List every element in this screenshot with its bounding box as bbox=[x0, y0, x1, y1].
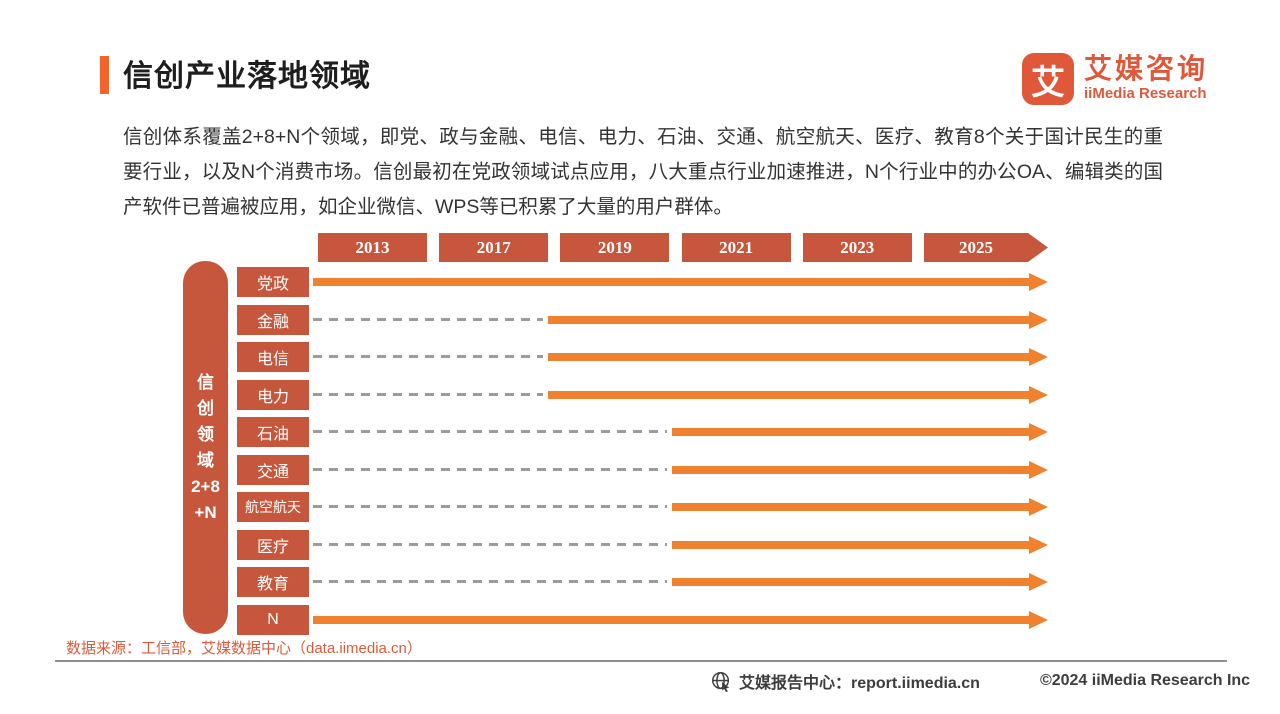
launch-arrow bbox=[672, 540, 1029, 549]
row-label: 医疗 bbox=[237, 529, 309, 560]
year-box-2021: 2021 bbox=[681, 233, 791, 262]
timeline-row-电信: 电信 bbox=[0, 342, 1280, 372]
row-label: 电信 bbox=[237, 342, 309, 372]
logo-name-en: iiMedia Research bbox=[1084, 85, 1207, 102]
pre-launch-dashed-line bbox=[313, 580, 667, 583]
row-label: 金融 bbox=[237, 304, 309, 335]
row-label: N bbox=[237, 604, 309, 635]
timeline-row-电力: 电力 bbox=[0, 379, 1280, 410]
year-box-2025: 2025 bbox=[924, 233, 1048, 262]
launch-arrow bbox=[672, 465, 1029, 474]
footer-bar: 艾媒报告中心：report.iimedia.cn ©2024 iiMedia R… bbox=[710, 668, 1250, 694]
launch-arrow bbox=[548, 390, 1029, 399]
y-axis-label-line: +N bbox=[194, 502, 217, 522]
page-title: 信创产业落地领域 bbox=[123, 60, 371, 93]
report-center-text: 艾媒报告中心：report.iimedia.cn bbox=[739, 675, 980, 692]
data-source-note: 数据来源：工信部，艾媒数据中心（data.iimedia.cn） bbox=[66, 640, 422, 657]
y-axis-label-line: 信 bbox=[197, 372, 214, 392]
row-label: 石油 bbox=[237, 417, 309, 447]
copyright-text: ©2024 iiMedia Research Inc bbox=[1039, 672, 1251, 689]
pre-launch-dashed-line bbox=[313, 317, 543, 321]
timeline-row-航空航天: 航空航天 bbox=[0, 492, 1280, 522]
launch-arrow bbox=[313, 615, 1029, 624]
y-axis-label-line: 创 bbox=[197, 398, 214, 418]
launch-arrow bbox=[672, 428, 1029, 436]
pre-launch-dashed-line bbox=[313, 542, 667, 546]
year-box-2023: 2023 bbox=[802, 233, 912, 262]
pre-launch-dashed-line bbox=[313, 355, 543, 358]
row-label: 电力 bbox=[237, 379, 309, 410]
iimedia-logo-icon: 艾 bbox=[1022, 53, 1074, 105]
launch-arrow bbox=[672, 503, 1029, 511]
timeline-row-金融: 金融 bbox=[0, 304, 1280, 335]
logo-text: 艾媒咨询 iiMedia Research bbox=[1084, 53, 1208, 103]
globe-icon bbox=[712, 672, 730, 692]
pre-launch-dashed-line bbox=[313, 430, 667, 433]
row-label: 交通 bbox=[237, 454, 309, 485]
logo-name-cn: 艾媒咨询 bbox=[1084, 53, 1209, 84]
y-axis-label-line: 领 bbox=[197, 424, 214, 444]
year-box-2019: 2019 bbox=[560, 233, 670, 262]
pre-launch-dashed-line bbox=[313, 505, 667, 508]
title-accent-bar bbox=[100, 56, 109, 94]
pre-launch-dashed-line bbox=[313, 467, 667, 471]
launch-arrow bbox=[548, 315, 1029, 324]
logo-glyph: 艾 bbox=[1031, 63, 1065, 102]
year-box-2017: 2017 bbox=[439, 233, 549, 262]
timeline-row-石油: 石油 bbox=[0, 417, 1280, 447]
timeline-row-N: N bbox=[0, 604, 1280, 635]
y-axis-label-capsule: 信创领域 2+8 +N bbox=[183, 261, 228, 634]
timeline-row-教育: 教育 bbox=[0, 567, 1280, 597]
footer-divider bbox=[55, 660, 1227, 662]
intro-paragraph: 信创体系覆盖2+8+N个领域，即党、政与金融、电信、电力、石油、交通、航空航天、… bbox=[123, 126, 1163, 218]
year-box-2013: 2013 bbox=[318, 233, 427, 262]
timeline-row-党政: 党政 bbox=[0, 267, 1280, 297]
row-label: 党政 bbox=[237, 267, 309, 297]
timeline-row-医疗: 医疗 bbox=[0, 529, 1280, 560]
y-axis-label-line: 2+8 bbox=[191, 476, 220, 496]
pre-launch-dashed-line bbox=[313, 392, 543, 396]
launch-arrow bbox=[313, 278, 1029, 286]
launch-arrow bbox=[548, 353, 1029, 361]
timeline-row-交通: 交通 bbox=[0, 454, 1280, 485]
row-label: 航空航天 bbox=[237, 492, 309, 522]
launch-arrow bbox=[672, 578, 1029, 586]
y-axis-label-line: 域 bbox=[197, 450, 214, 470]
iimedia-logo: 艾 艾媒咨询 iiMedia Research bbox=[1022, 53, 1208, 105]
row-label: 教育 bbox=[237, 567, 309, 597]
